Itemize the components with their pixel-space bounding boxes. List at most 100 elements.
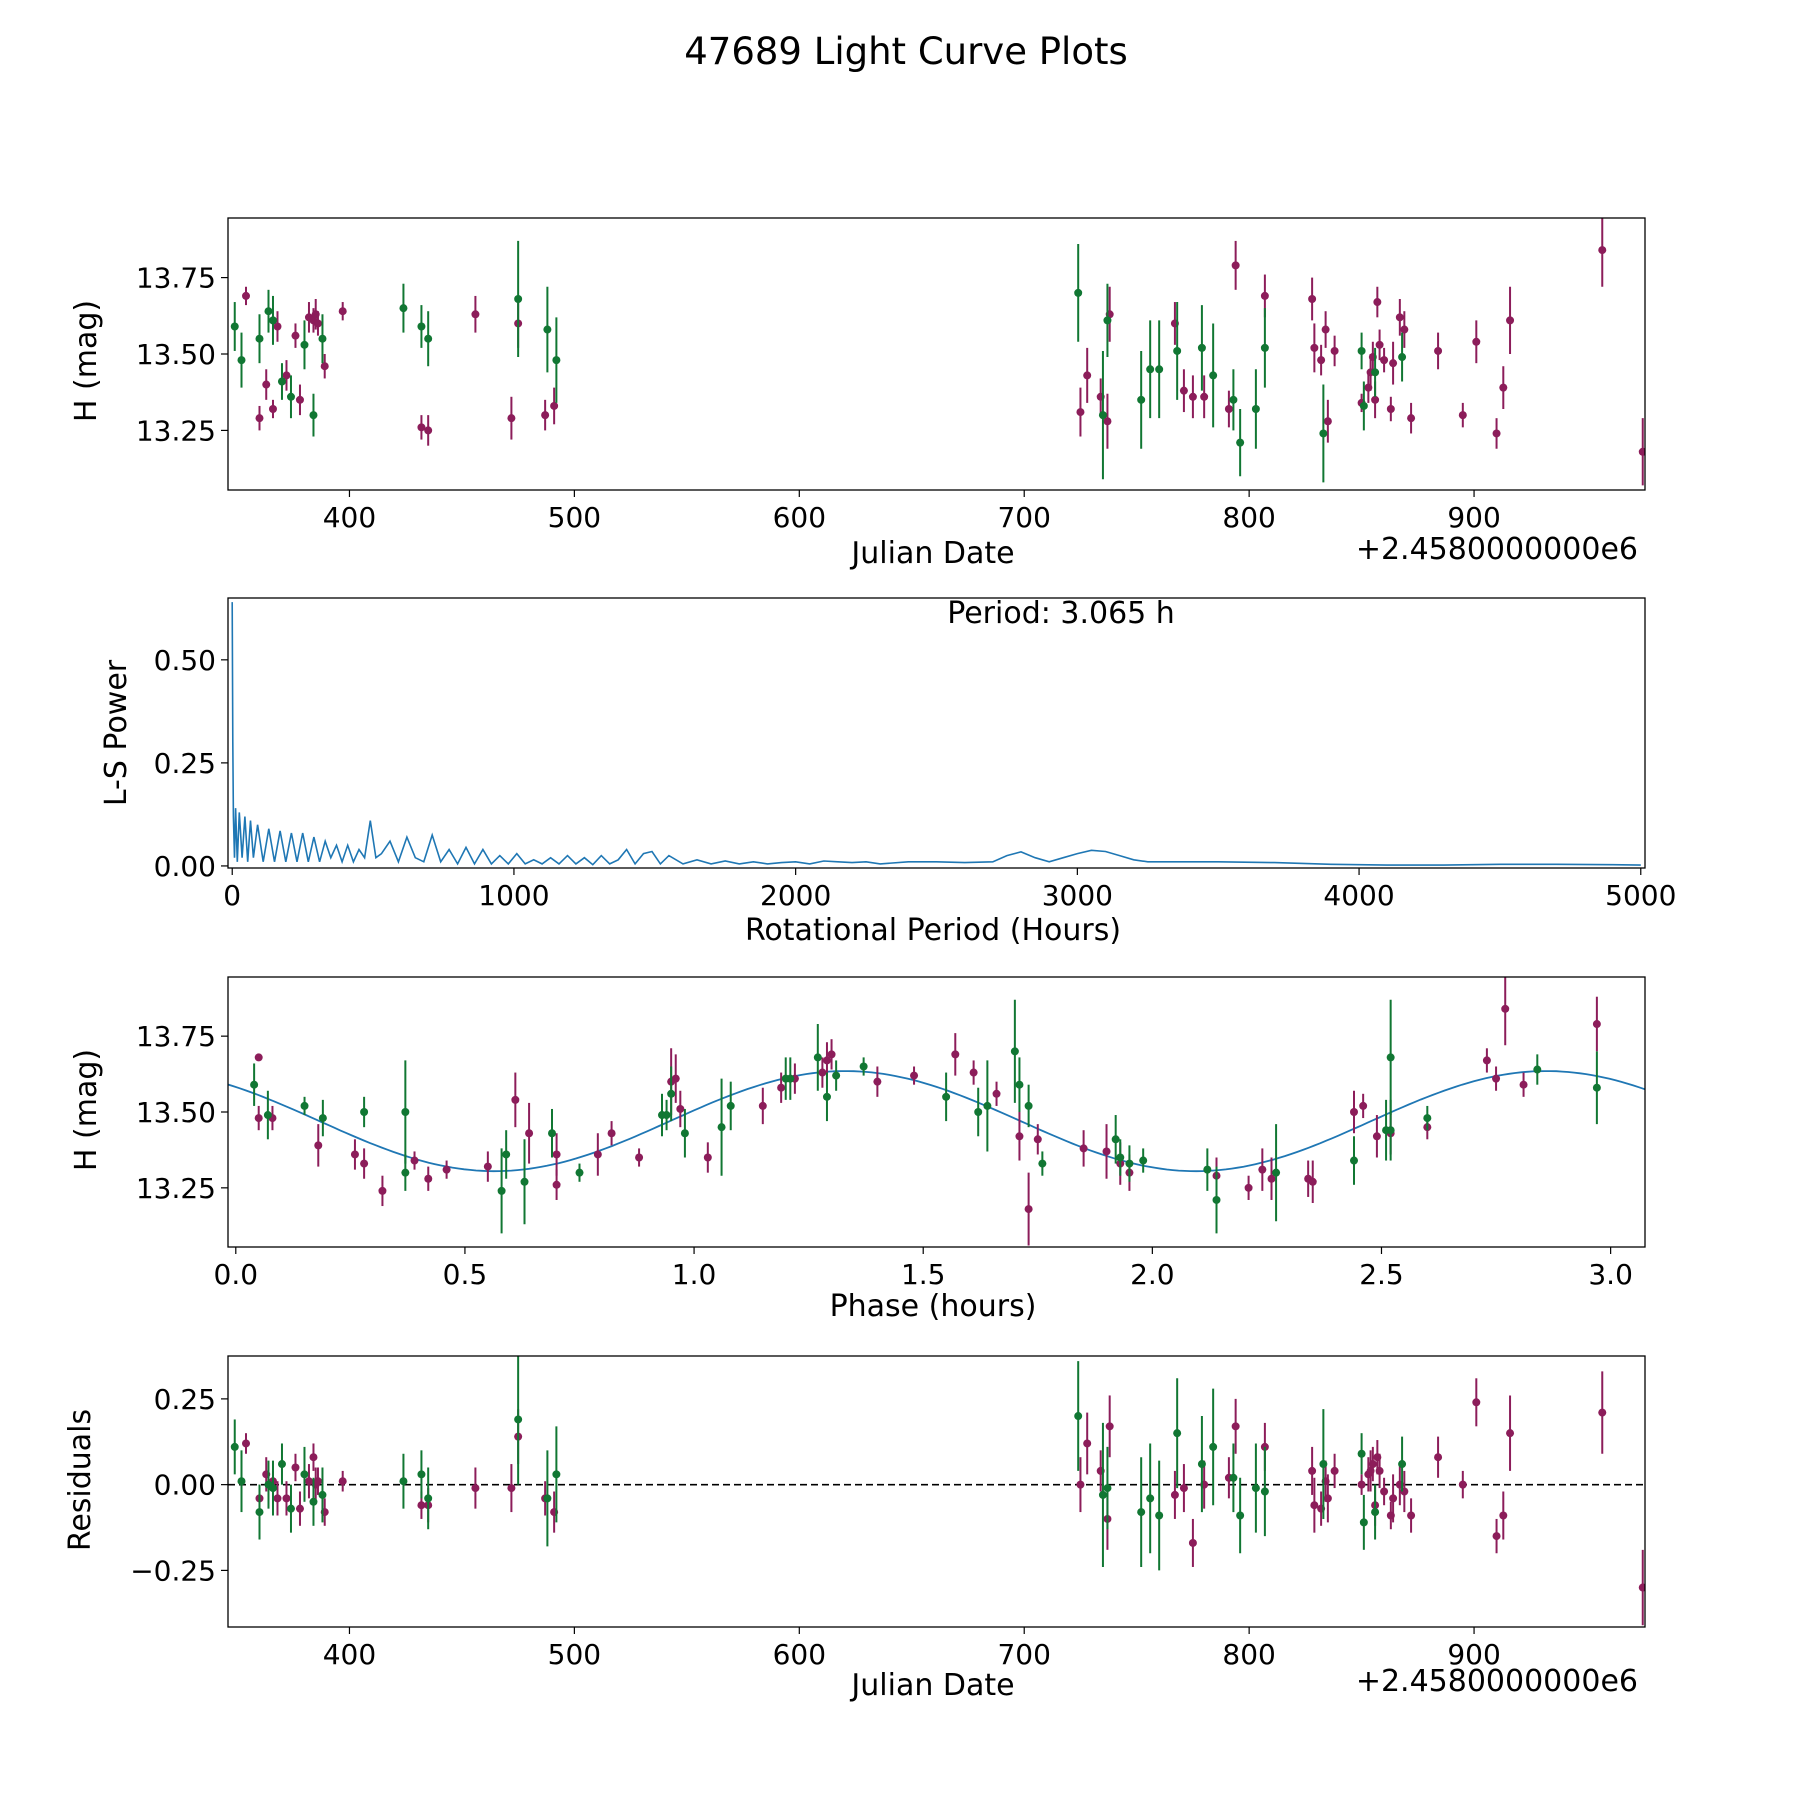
band2-point <box>1125 1159 1134 1168</box>
band2-point <box>1533 1065 1542 1074</box>
band1-point <box>471 1484 480 1493</box>
band1-point <box>424 1174 433 1183</box>
band2-point <box>399 304 408 313</box>
band2-point <box>1038 1159 1047 1168</box>
residuals-panel: Julian Date Residuals +2.4580000000e6 40… <box>63 1355 1646 1703</box>
band2-point <box>1103 1484 1112 1493</box>
band1-point <box>1434 1453 1443 1462</box>
band1-point <box>1372 1132 1381 1141</box>
band2-point <box>424 1494 433 1503</box>
band1-point <box>1371 395 1380 404</box>
band1-point <box>1231 1422 1240 1431</box>
band1-point <box>873 1077 882 1086</box>
band2-point <box>255 334 264 343</box>
band2-point <box>399 1477 408 1486</box>
band1-point <box>282 1494 291 1503</box>
band2-point <box>1371 1508 1380 1517</box>
band1-point <box>1368 1460 1377 1469</box>
band1-point <box>313 319 322 328</box>
band2-point <box>1209 1442 1218 1451</box>
band1-point <box>360 1159 369 1168</box>
band2-point <box>309 1497 318 1506</box>
band2-point <box>667 1089 676 1098</box>
band2-point <box>1398 1460 1407 1469</box>
band2-point <box>1357 346 1366 355</box>
band2-point <box>286 392 295 401</box>
band2-point <box>1155 1511 1164 1520</box>
phased-xtick-label: 1.5 <box>901 1258 946 1291</box>
band1-point <box>1492 1074 1501 1083</box>
band2-point <box>1260 1487 1269 1496</box>
band2-point <box>786 1074 795 1083</box>
band2-point <box>417 322 426 331</box>
phased-ytick-label: 13.75 <box>136 1020 216 1053</box>
band2-point <box>237 1477 246 1486</box>
band1-point <box>1308 1177 1317 1186</box>
band1-point <box>552 1180 561 1189</box>
residuals-xtick-label: 400 <box>323 1638 376 1671</box>
phased-plot-area <box>228 977 1645 1246</box>
band1-point <box>1373 298 1382 307</box>
band2-point <box>1098 411 1107 420</box>
lightcurve-ytick-label: 13.75 <box>136 262 216 295</box>
band2-point <box>230 322 239 331</box>
periodogram-xtick-label: 4000 <box>1323 879 1394 912</box>
band1-point <box>593 1150 602 1159</box>
periodogram-xlabel: Rotational Period (Hours) <box>745 913 1121 948</box>
band2-point <box>1386 1053 1395 1062</box>
periodogram-panel: Period: 3.065 h Rotational Period (Hours… <box>99 596 1676 948</box>
band1-point <box>255 414 264 423</box>
band1-point <box>1638 1583 1645 1592</box>
band1-point <box>1267 1174 1276 1183</box>
band2-point <box>1173 1429 1182 1438</box>
band2-point <box>401 1108 410 1116</box>
band1-point <box>1458 1480 1467 1489</box>
phased-xtick-label: 0.5 <box>443 1258 488 1291</box>
residuals-plot-area <box>228 1356 1645 1626</box>
band1-point <box>1400 325 1409 334</box>
band2-point <box>1146 365 1155 374</box>
band1-point <box>1188 392 1197 401</box>
band1-point <box>268 405 277 414</box>
band1-point <box>1458 411 1467 420</box>
fit-curve <box>228 1070 1645 1173</box>
band2-point <box>514 1415 523 1424</box>
band2-point <box>318 1490 327 1499</box>
band1-point <box>777 1083 786 1092</box>
band2-point <box>514 294 523 303</box>
band2-point <box>520 1177 529 1186</box>
band1-point <box>550 401 559 410</box>
periodogram-ylabel: L-S Power <box>99 659 134 806</box>
band1-point <box>1231 261 1240 270</box>
lightcurve-xtick-label: 900 <box>1447 501 1500 534</box>
band1-point <box>1317 356 1326 365</box>
band2-point <box>1371 368 1380 377</box>
band1-point <box>607 1129 616 1138</box>
periodogram-series-line <box>231 602 1641 866</box>
band1-point <box>241 1439 250 1448</box>
band2-point <box>1197 343 1206 352</box>
band1-point <box>378 1186 387 1195</box>
band2-point <box>859 1062 868 1071</box>
band1-point <box>1015 1132 1024 1141</box>
band1-point <box>309 1453 318 1462</box>
band1-point <box>1482 1056 1491 1065</box>
band1-point <box>511 1095 520 1104</box>
band1-point <box>1188 1538 1197 1547</box>
band2-point <box>300 1101 309 1110</box>
band2-point <box>1251 1484 1260 1493</box>
band1-point <box>822 1056 831 1065</box>
band1-point <box>273 322 282 331</box>
band2-point <box>1229 1473 1238 1482</box>
band2-point <box>1319 1460 1328 1469</box>
band1-point <box>541 411 550 420</box>
residuals-xtick-label: 900 <box>1447 1638 1500 1671</box>
band1-point <box>758 1101 767 1110</box>
lightcurve-ytick-label: 13.50 <box>136 338 216 371</box>
band1-point <box>671 1074 680 1083</box>
band2-point <box>552 356 561 365</box>
band2-point <box>1098 1490 1107 1499</box>
band1-point <box>1179 1484 1188 1493</box>
band1-point <box>1310 343 1319 352</box>
band2-point <box>1197 1460 1206 1469</box>
